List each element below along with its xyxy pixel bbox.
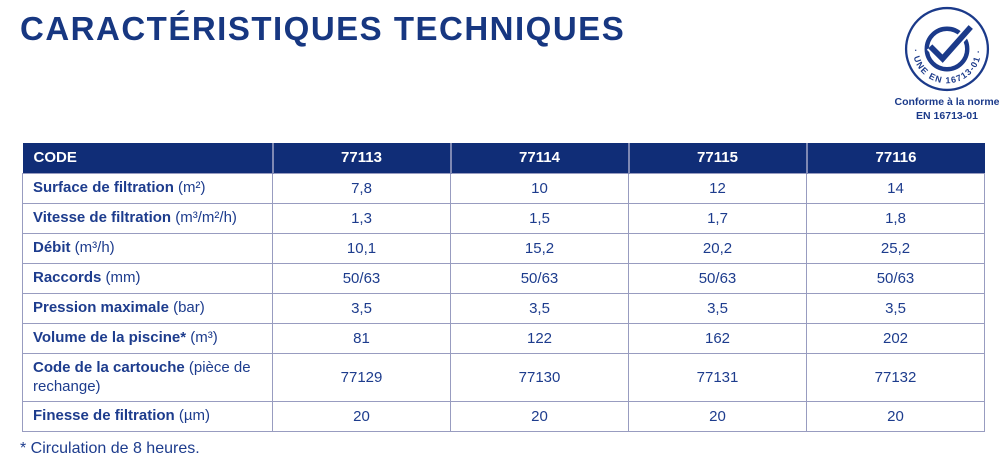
column-header: 77115 (627, 143, 807, 173)
row-label: Surface de filtration (m²) (22, 172, 273, 204)
row-label: Code de la cartouche (pièce de rechange) (22, 352, 273, 402)
page-title: CARACTÉRISTIQUES TECHNIQUES (20, 10, 626, 47)
row-label: Raccords (mm) (22, 262, 273, 294)
value-cell: 50/63 (450, 262, 629, 294)
value-cell: 1,8 (806, 202, 985, 234)
checkmark-icon (928, 25, 973, 63)
value-cell: 81 (272, 322, 451, 354)
value-cell: 20 (628, 400, 807, 432)
value-cell: 20 (806, 400, 985, 432)
value-cell: 12 (628, 172, 807, 204)
checkmark-circle (924, 26, 970, 72)
value-cell: 77132 (806, 352, 985, 402)
value-cell: 3,5 (450, 292, 629, 324)
value-cell: 20,2 (628, 232, 807, 264)
value-cell: 3,5 (628, 292, 807, 324)
table-row: Débit (m³/h) 10,1 15,2 20,2 25,2 (22, 232, 985, 264)
conformity-seal-icon: · UNE EN 16713-01 · (904, 6, 990, 92)
value-cell: 25,2 (806, 232, 985, 264)
specs-table: CODE 77113 77114 77115 77116 Surface de filt… (22, 143, 985, 432)
table-row: Finesse de filtration (µm) 20 20 20 20 (22, 400, 985, 432)
value-cell: 202 (806, 322, 985, 354)
value-cell: 14 (806, 172, 985, 204)
conformity-badge: · UNE EN 16713-01 · Conforme à la norme … (884, 5, 1006, 123)
value-cell: 50/63 (272, 262, 451, 294)
value-cell: 3,5 (806, 292, 985, 324)
table-row: Vitesse de filtration (m³/m²/h) 1,3 1,5 1,7… (22, 202, 985, 234)
value-cell: 7,8 (272, 172, 451, 204)
value-cell: 3,5 (272, 292, 451, 324)
column-header: 77113 (271, 143, 451, 173)
value-cell: 15,2 (450, 232, 629, 264)
row-label: Volume de la piscine* (m³) (22, 322, 273, 354)
row-label: Pression maximale (bar) (22, 292, 273, 324)
value-cell: 1,3 (272, 202, 451, 234)
row-label: Vitesse de filtration (m³/m²/h) (22, 202, 273, 234)
value-cell: 50/63 (806, 262, 985, 294)
table-row: Code de la cartouche (pièce de rechange)… (22, 352, 985, 402)
table-body: Surface de filtration (m²) 7,8 10 12 14 Vites… (22, 172, 985, 432)
value-cell: 77131 (628, 352, 807, 402)
footnote: * Circulation de 8 heures. (20, 440, 200, 457)
badge-caption-line1: Conforme à la norme (894, 96, 1000, 108)
value-cell: 50/63 (628, 262, 807, 294)
table-row: Raccords (mm) 50/63 50/63 50/63 50/63 (22, 262, 985, 294)
column-header: 77116 (805, 143, 985, 173)
table-row: Surface de filtration (m²) 7,8 10 12 14 (22, 172, 985, 204)
value-cell: 1,7 (628, 202, 807, 234)
badge-caption-line2: EN 16713-01 (916, 109, 978, 122)
value-cell: 77129 (272, 352, 451, 402)
value-cell: 77130 (450, 352, 629, 402)
value-cell: 162 (628, 322, 807, 354)
row-label: Finesse de filtration (µm) (22, 400, 273, 432)
value-cell: 20 (272, 400, 451, 432)
row-label: Débit (m³/h) (22, 232, 273, 264)
column-header-code: CODE (22, 143, 273, 173)
value-cell: 1,5 (450, 202, 629, 234)
column-header: 77114 (449, 143, 629, 173)
value-cell: 122 (450, 322, 629, 354)
table-header-row: CODE 77113 77114 77115 77116 (22, 143, 985, 173)
value-cell: 10 (450, 172, 629, 204)
value-cell: 20 (450, 400, 629, 432)
table-row: Volume de la piscine* (m³) 81 122 162 202 (22, 322, 985, 354)
value-cell: 10,1 (272, 232, 451, 264)
badge-caption: Conforme à la norme EN 16713-01 (884, 96, 1006, 123)
table-row: Pression maximale (bar) 3,5 3,5 3,5 3,5 (22, 292, 985, 324)
